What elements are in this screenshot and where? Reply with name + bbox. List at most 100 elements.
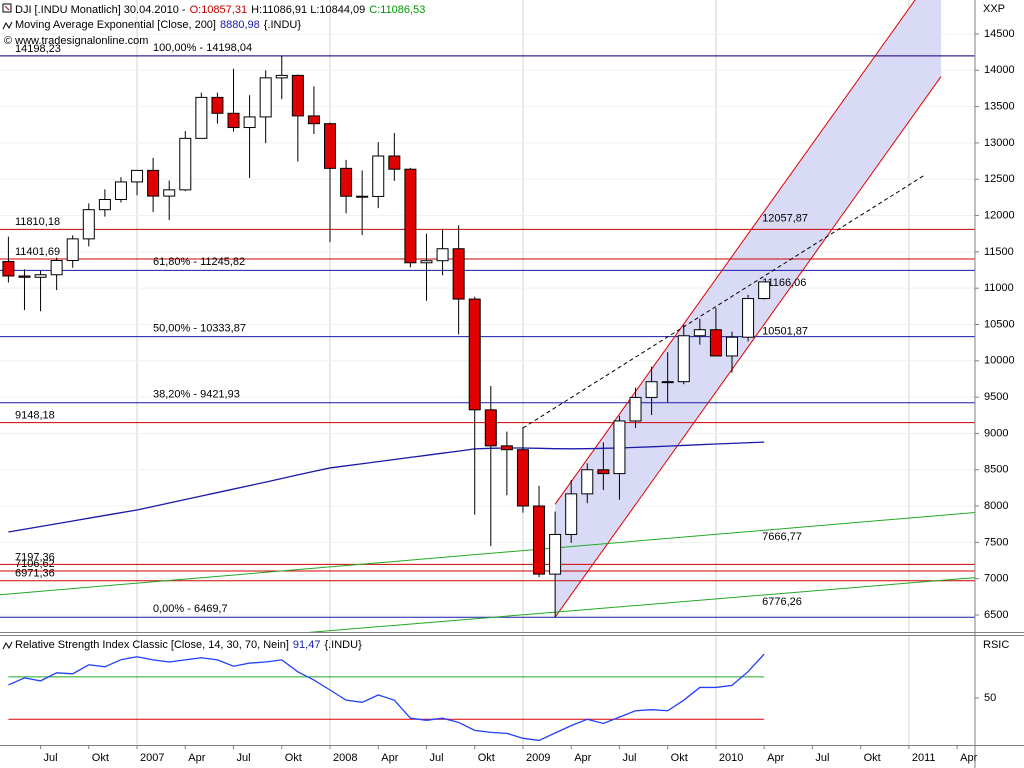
y-tick-label: 9000 [984,427,1008,439]
ohlc-part: C:11086,53 [369,4,425,16]
candle-body [98,199,111,211]
candle-body [597,469,610,475]
y-tick-label: 8500 [984,464,1008,476]
candle-body [709,329,722,357]
trendline-label: 6776,26 [762,596,802,608]
candle-body [484,409,497,447]
candle-body [66,238,79,262]
candle-body [613,420,626,475]
trendline-label: 12057,87 [762,212,808,224]
candle-body [114,181,127,201]
candle-body [629,396,642,422]
candle-body [2,261,15,277]
candle-body [163,189,176,197]
trendline-label: 10501,87 [762,325,808,337]
rsi-line [8,653,765,742]
x-tick-label: 2011 [912,752,936,764]
level-label: 14198,23 [15,43,61,55]
candle-body [549,533,562,575]
y-tick-label: 12000 [984,209,1015,221]
x-tick-label: 2009 [526,752,550,764]
header: DJI [.INDU Monatlich] 30.04.2010 - O:1085… [15,4,425,16]
price-panel: 14198,23 11810,18 11401,69 9148,18 7197,3671… [0,0,975,632]
legend: DJI [.INDU Monatlich] 30.04.2010 - O:1085… [2,3,1009,651]
trendline-label: 7666,77 [762,531,802,543]
ohlc: O:10857,31 H:11086,91 L:10844,09 C:11086,5… [190,4,426,16]
level-label: 11810,18 [15,216,60,228]
level-label: 11401,69 [15,246,60,258]
candle-body [307,115,320,125]
candle-body [693,329,706,337]
candle-body [291,74,304,117]
candle-body [742,298,755,338]
ema-value: 8880,98 [220,19,260,31]
symbol-icon [4,5,10,11]
candle-body [420,260,433,264]
candle-body [356,195,369,198]
y-tick-label: 11000 [984,282,1014,294]
candle-body [34,274,47,278]
fibonacci-label: 100,00% - 14198,04 [153,42,252,54]
candle-body [516,449,529,507]
level-label: 6971,36 [15,568,55,580]
axis-label: XXP [983,3,1005,15]
candle-body [645,381,658,398]
x-tick-label: 2010 [719,752,743,764]
y-tick-label: 7500 [984,536,1008,548]
trendline [554,76,942,618]
candle-body [147,169,160,197]
candle-body [211,96,224,114]
rsi-value: 91,47 [293,639,321,651]
level-label: 7197,36 [15,551,55,563]
candle-body [195,96,208,139]
fibonacci-label: 61,80% - 11245,82 [153,256,245,268]
x-tick-label: Okt [92,752,109,764]
x-tick-label: Jul [44,752,58,764]
trendline [554,0,916,505]
candle-body [388,155,401,170]
copyright: © www.tradesignalonline.com [4,35,148,47]
level-label: 9148,18 [15,410,55,422]
x-tick-label: Jul [815,752,829,764]
candle-body [758,281,771,300]
candle-body [275,74,288,79]
ema-line [8,441,765,533]
candle-body [533,505,546,575]
trendline-label: 11166,06 [762,277,806,289]
candle-body [404,168,417,264]
candle-body [131,169,144,183]
y-tick-label: 50 [984,692,996,704]
x-tick-label: Apr [381,752,398,764]
candle-body [227,112,240,129]
header-title: DJI [.INDU Monatlich] 30.04.2010 - [15,4,186,16]
trendline [522,174,926,429]
ohlc-part: H:11086,91 L:10844,09 [251,4,365,16]
candle-body [677,335,690,383]
x-tick-label: Apr [574,752,591,764]
y-tick-label: 8000 [984,500,1008,512]
candle-body [243,116,256,129]
rsi-suffix: {.INDU} [324,639,362,651]
y-tick-label: 10000 [984,355,1015,367]
candle-body [82,209,95,240]
x-tick-label: Okt [671,752,688,764]
y-tick-label: 6500 [984,609,1008,621]
indicator-icon [2,21,13,30]
x-tick-label: 2008 [333,752,357,764]
trendline [307,577,975,632]
indicator-icon [2,641,13,650]
candle-body [50,260,63,276]
candle-body [661,381,674,384]
y-tick-label: 10500 [984,318,1015,330]
candle-body [452,248,465,300]
fibonacci-label: 38,20% - 9421,93 [153,389,240,401]
fibonacci-label: 50,00% - 10333,87 [153,322,246,334]
y-tick-label: 13000 [984,137,1015,149]
level-label: 7106,62 [15,558,55,570]
candle-body [340,167,353,197]
candle-body [259,77,272,118]
y-tick-label: 7000 [984,573,1008,585]
